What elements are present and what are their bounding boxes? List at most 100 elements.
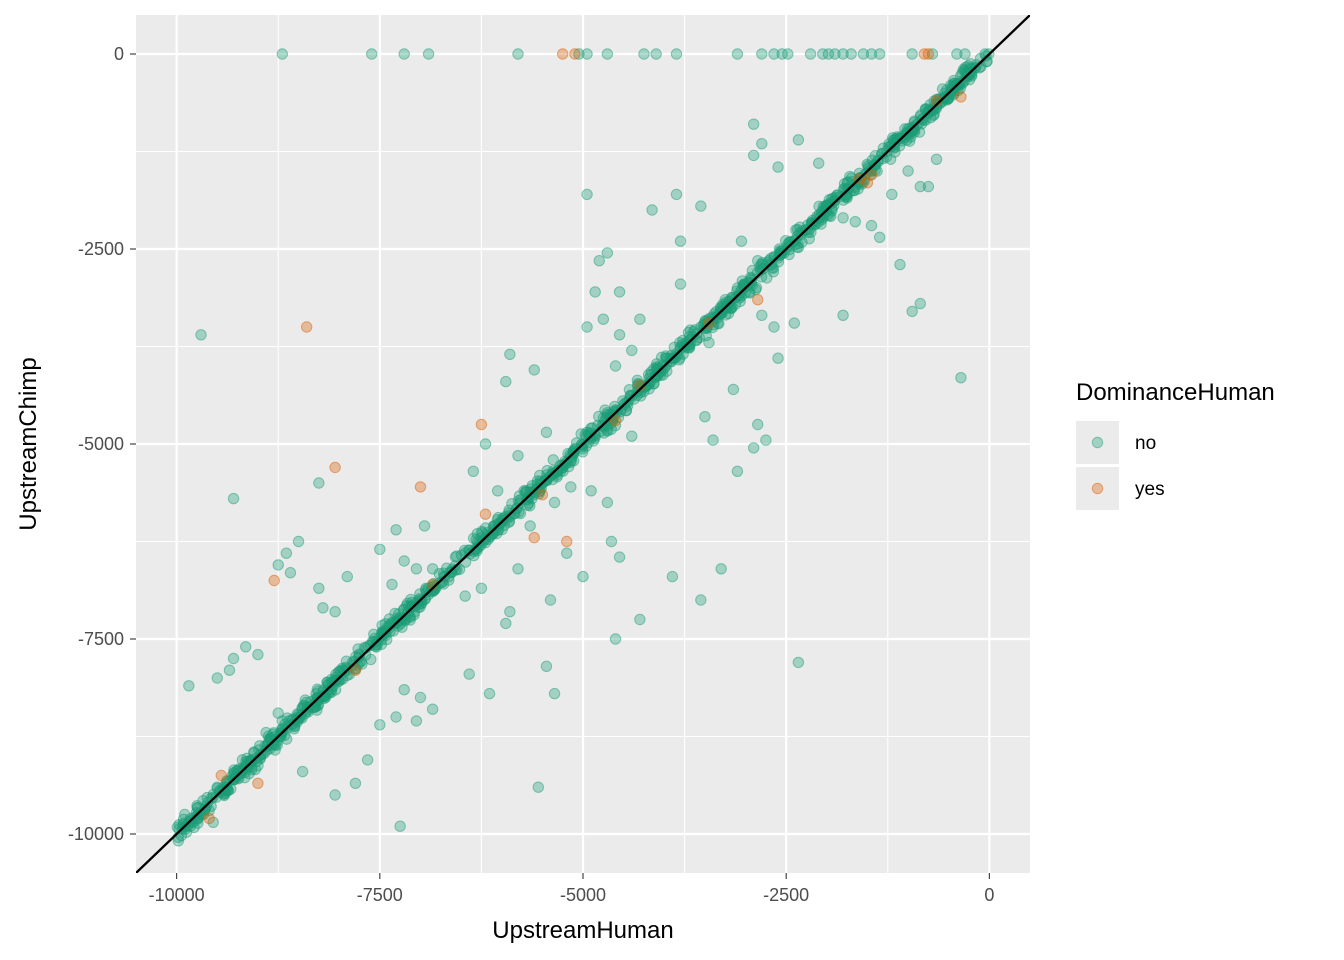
data-point-diagonal (172, 835, 185, 847)
data-point-no (601, 48, 614, 60)
data-point-no (593, 255, 605, 267)
data-point-no (491, 485, 504, 497)
data-point-yes (569, 48, 581, 60)
data-point-no (398, 48, 410, 60)
data-point-no (719, 294, 731, 306)
data-point-no (837, 309, 849, 321)
data-point-no (374, 543, 386, 555)
data-point-no (211, 781, 223, 793)
data-point-yes (329, 461, 341, 474)
identity-line (136, 15, 1030, 873)
data-point-diagonal (352, 643, 364, 655)
data-point-yes (475, 418, 488, 431)
data-point-no (532, 781, 544, 793)
data-point-no (646, 204, 658, 216)
data-point-no (772, 161, 784, 173)
data-point-diagonal (301, 701, 313, 713)
data-point-no (365, 48, 378, 60)
data-point-no (601, 496, 614, 509)
data-point-yes (349, 664, 362, 676)
data-point-no (670, 188, 683, 201)
data-point-diagonal (655, 351, 668, 364)
data-point-no (747, 118, 760, 130)
data-point-no (329, 789, 341, 801)
legend-label-yes: yes (1135, 479, 1165, 500)
data-point-no (459, 590, 471, 602)
data-point-no (955, 372, 967, 384)
x-tick-label: -7500 (357, 885, 403, 905)
data-point-no (589, 286, 601, 298)
data-point-no (837, 212, 849, 224)
data-point-yes (414, 481, 427, 493)
data-point-diagonal (458, 544, 471, 557)
data-point-no (634, 313, 646, 325)
data-point-no (747, 442, 760, 454)
data-point-no (731, 48, 744, 60)
data-point-no (418, 520, 431, 532)
data-point-no (248, 746, 260, 758)
data-point-no (829, 48, 841, 60)
y-tick-label: -2500 (78, 239, 124, 259)
data-point-no (752, 255, 764, 267)
data-point-no (601, 247, 614, 259)
data-point-no (548, 687, 561, 700)
data-point-no (398, 555, 410, 567)
data-point-no (650, 48, 662, 60)
data-point-no (772, 352, 784, 364)
data-point-no (768, 48, 780, 60)
data-point-no (227, 492, 240, 505)
data-point-diagonal (547, 454, 559, 466)
data-point-no (394, 820, 406, 832)
data-point-no (313, 582, 325, 594)
x-tick-label: -2500 (763, 885, 809, 905)
data-point-no (475, 582, 488, 594)
data-point-no (296, 765, 309, 778)
data-point-no (849, 216, 861, 228)
data-point-diagonal (514, 497, 526, 509)
data-point-no (959, 48, 971, 60)
data-point-no (573, 48, 585, 60)
data-point-no (597, 313, 610, 325)
y-tick-label: -10000 (68, 824, 124, 844)
data-point-no (463, 668, 475, 680)
data-point-no (756, 48, 768, 60)
data-point-yes (609, 414, 622, 427)
data-point-no (386, 578, 398, 591)
data-point-no (390, 711, 402, 723)
data-point-no (699, 411, 711, 423)
data-point-no (203, 804, 215, 817)
data-point-diagonal (567, 445, 580, 458)
data-point-no (837, 48, 849, 60)
data-point-no (227, 652, 240, 665)
data-point-no (886, 188, 898, 201)
data-point-diagonal (405, 600, 418, 612)
legend-title: DominanceHuman (1076, 379, 1275, 406)
data-point-no (760, 434, 772, 446)
legend: DominanceHuman no yes (1076, 379, 1275, 510)
data-point-no (902, 165, 914, 177)
x-tick-label: 0 (984, 885, 994, 905)
data-point-no (626, 430, 638, 442)
data-point-no (540, 426, 553, 438)
data-point-no (601, 407, 614, 419)
data-point-no (581, 48, 593, 60)
data-point-no (292, 535, 305, 548)
data-point-no (756, 309, 768, 321)
data-point-no (467, 465, 479, 477)
data-point-no (410, 563, 423, 575)
data-point-no (410, 715, 423, 727)
data-point-no (613, 551, 626, 563)
data-point-no (276, 715, 288, 727)
data-point-no (577, 570, 589, 583)
data-point-no (756, 138, 768, 150)
data-point-no (483, 687, 496, 700)
data-point-yes (561, 535, 573, 548)
data-point-no (845, 48, 857, 60)
data-point-no (804, 48, 817, 60)
data-point-no (260, 726, 272, 739)
data-point-no (914, 297, 926, 310)
data-point-no (390, 524, 402, 536)
legend-key-no (1076, 421, 1119, 464)
data-point-no (735, 235, 748, 247)
reference-line-group (136, 15, 1030, 873)
